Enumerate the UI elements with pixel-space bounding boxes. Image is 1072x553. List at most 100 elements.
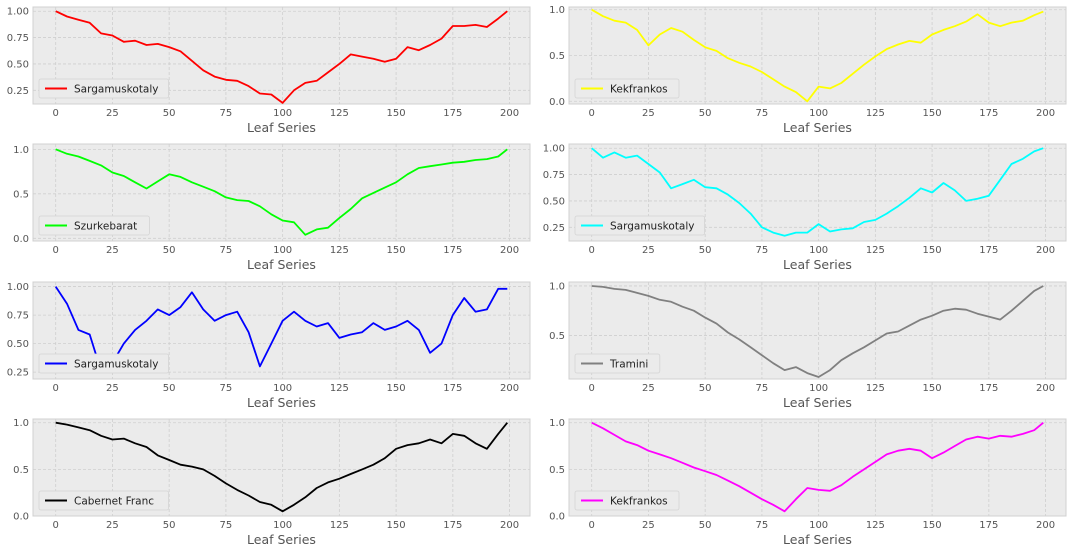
x-axis-label: Leaf Series — [783, 120, 852, 135]
y-tick-label: 0.25 — [7, 86, 29, 97]
legend-label: Tramini — [609, 358, 648, 370]
x-tick-label: 175 — [443, 108, 462, 119]
y-tick-label: 0.5 — [549, 331, 565, 342]
series-line — [591, 147, 1044, 237]
x-tick-label: 200 — [1036, 520, 1055, 531]
legend: Szurkebarat — [38, 215, 150, 236]
x-tick-label: 0 — [589, 520, 595, 531]
legend-label: Sargamuskotaly — [74, 83, 159, 95]
subplot-8: 0 25 50 75 100 125 150 175 200 0.0 0.5 1.0 Leaf Seri… — [549, 418, 1067, 547]
legend-label: Szurkebarat — [74, 220, 137, 232]
x-axis-label: Leaf Series — [783, 395, 852, 410]
x-tick-label: 50 — [163, 520, 176, 531]
x-tick-label: 175 — [979, 383, 998, 394]
y-tick-label: 1.0 — [13, 145, 29, 156]
x-tick-label: 100 — [809, 108, 828, 119]
y-tick-label: 0.25 — [7, 368, 29, 379]
x-tick-label: 150 — [387, 520, 406, 531]
x-tick-label: 0 — [589, 108, 595, 119]
y-tick-label: 1.0 — [549, 5, 565, 16]
legend-label: Sargamuskotaly — [74, 358, 159, 370]
legend: Sargamuskotaly — [38, 78, 170, 99]
legend-box — [574, 78, 680, 99]
legend-label: Kekfrankos — [610, 495, 668, 507]
y-tick-label: 0.0 — [13, 234, 29, 245]
x-tick-label: 200 — [500, 383, 519, 394]
x-tick-label: 125 — [330, 520, 349, 531]
y-tick-label: 1.0 — [13, 418, 29, 429]
x-tick-label: 150 — [923, 520, 942, 531]
legend: Sargamuskotaly — [38, 353, 170, 374]
x-tick-label: 175 — [443, 383, 462, 394]
y-tick-label: 1.0 — [549, 281, 565, 292]
x-tick-label: 25 — [642, 520, 655, 531]
subplot-4: 0 25 50 75 100 125 150 175 200 0.25 0.50 0.75 1.00 Le… — [543, 143, 1067, 272]
x-tick-label: 150 — [387, 108, 406, 119]
x-tick-label: 125 — [330, 108, 349, 119]
x-tick-label: 150 — [923, 245, 942, 256]
legend-box — [574, 490, 680, 511]
y-tick-label: 1.00 — [7, 7, 29, 18]
x-tick-label: 125 — [866, 108, 885, 119]
x-tick-label: 25 — [642, 108, 655, 119]
y-tick-label: 1.00 — [543, 144, 565, 155]
subplot-6: 0 25 50 75 100 125 150 175 200 0.5 1.0 Leaf Series T… — [549, 281, 1067, 410]
y-tick-label: 0.5 — [13, 465, 29, 476]
x-axis-label: Leaf Series — [783, 532, 852, 547]
x-tick-label: 0 — [53, 108, 59, 119]
x-tick-label: 200 — [500, 245, 519, 256]
subplot-7: 0 25 50 75 100 125 150 175 200 0.0 0.5 1.0 Leaf Seri… — [13, 418, 531, 547]
y-tick-label: 0.0 — [549, 97, 565, 108]
series-line — [55, 421, 508, 513]
plot-frame — [32, 6, 531, 105]
legend-box — [38, 78, 170, 99]
x-tick-label: 75 — [756, 108, 769, 119]
legend-label: Kekfrankos — [610, 83, 668, 95]
series-line — [591, 421, 1044, 513]
y-tick-label: 0.75 — [7, 33, 29, 44]
x-tick-label: 150 — [923, 108, 942, 119]
x-tick-label: 100 — [273, 520, 292, 531]
x-axis-label: Leaf Series — [247, 120, 316, 135]
x-tick-label: 125 — [866, 383, 885, 394]
x-tick-label: 125 — [866, 520, 885, 531]
x-tick-label: 100 — [809, 383, 828, 394]
x-tick-label: 75 — [220, 245, 233, 256]
y-tick-label: 0.75 — [543, 170, 565, 181]
x-tick-label: 75 — [756, 245, 769, 256]
x-axis-label: Leaf Series — [247, 532, 316, 547]
x-axis-label: Leaf Series — [783, 257, 852, 272]
x-tick-label: 200 — [1036, 245, 1055, 256]
x-tick-label: 125 — [866, 245, 885, 256]
series-line — [55, 148, 508, 236]
x-tick-label: 50 — [163, 108, 176, 119]
x-tick-label: 125 — [330, 245, 349, 256]
x-tick-label: 175 — [443, 245, 462, 256]
legend: Kekfrankos — [574, 78, 680, 99]
x-tick-label: 0 — [53, 383, 59, 394]
x-tick-label: 150 — [387, 383, 406, 394]
legend-box — [38, 490, 170, 511]
y-tick-label: 0.50 — [7, 59, 29, 70]
x-tick-label: 175 — [979, 108, 998, 119]
plot-frame — [32, 281, 531, 380]
y-tick-label: 0.5 — [549, 465, 565, 476]
subplot-2: 0 25 50 75 100 125 150 175 200 0.0 0.5 1.0 Leaf Seri… — [549, 5, 1067, 135]
x-tick-label: 175 — [979, 245, 998, 256]
series-line — [54, 286, 508, 372]
y-tick-label: 0.5 — [13, 189, 29, 200]
x-tick-label: 100 — [273, 383, 292, 394]
x-tick-label: 200 — [1036, 108, 1055, 119]
x-tick-label: 100 — [273, 245, 292, 256]
x-tick-label: 25 — [642, 383, 655, 394]
x-tick-label: 0 — [53, 245, 59, 256]
x-tick-label: 50 — [699, 245, 712, 256]
x-tick-label: 50 — [163, 383, 176, 394]
x-axis-label: Leaf Series — [247, 257, 316, 272]
x-tick-label: 75 — [220, 108, 233, 119]
x-tick-label: 50 — [699, 383, 712, 394]
y-tick-label: 0.5 — [549, 51, 565, 62]
legend-box — [574, 215, 706, 236]
plot-frame — [568, 143, 1067, 242]
